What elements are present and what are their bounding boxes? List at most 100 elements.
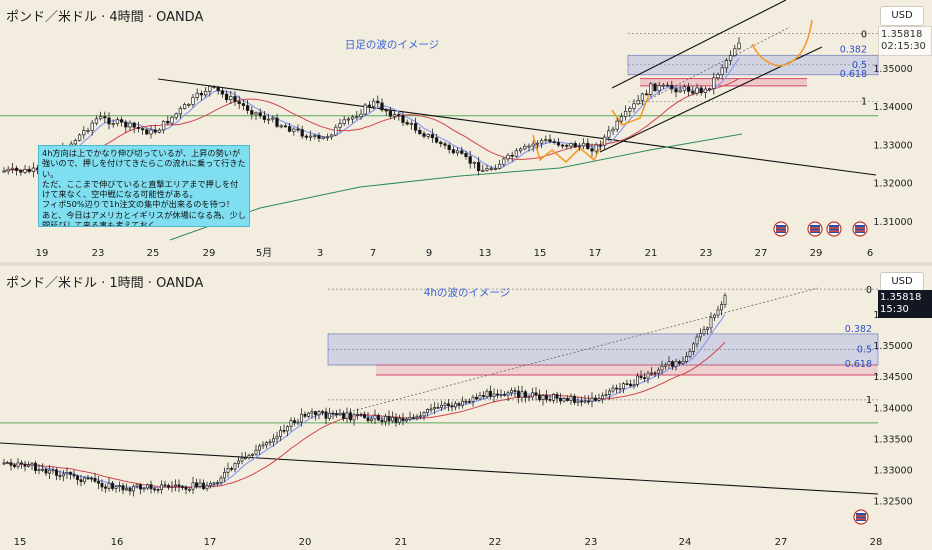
candle-4h-candle-112 — [472, 161, 477, 164]
candle-1h-candle-156 — [548, 398, 552, 401]
candle-4h-candle-155 — [653, 83, 657, 92]
y-tick-4h-1: 1.34000 — [873, 102, 912, 113]
candle-4h-candle-117 — [493, 168, 498, 170]
candle-1h-candle-38 — [135, 484, 139, 487]
candle-4h-candle-3 — [14, 167, 19, 171]
candle-1h-candle-124 — [436, 407, 440, 409]
candle-4h-candle-124 — [523, 145, 527, 150]
candle-4h-candle-113 — [476, 161, 481, 172]
candle-1h-candle-54 — [191, 482, 195, 490]
candle-4h-candle-149 — [628, 108, 632, 112]
x-tick-4h-6: 7 — [370, 248, 376, 259]
candle-1h-candle-3 — [13, 464, 16, 468]
candle-1h-candle-152 — [534, 392, 538, 396]
candle-1h-candle-111 — [391, 417, 394, 422]
candle-1h-candle-159 — [559, 397, 562, 402]
candle-1h-candle-88 — [310, 411, 314, 414]
currency-button-1h[interactable]: USD — [880, 272, 924, 292]
candle-1h-candle-180 — [632, 384, 636, 387]
candle-1h-candle-115 — [405, 419, 408, 422]
x-tick-4h-12: 23 — [700, 248, 713, 259]
candle-4h-candle-115 — [485, 168, 489, 171]
candle-1h-candle-143 — [503, 394, 506, 396]
candle-4h-candle-40 — [170, 116, 174, 124]
candle-4h-candle-162 — [682, 86, 687, 91]
x-tick-4h-5: 3 — [317, 248, 323, 259]
chart-pane-4h[interactable]: 1.35000 1.34000 1.33000 1.32000 1.31000 19 23 2… — [0, 0, 932, 262]
candle-4h-candle-18 — [77, 134, 82, 141]
candle-4h-candle-21 — [90, 122, 94, 131]
candle-1h-candle-126 — [443, 403, 447, 406]
candle-1h-candle-36 — [128, 488, 132, 492]
candle-4h-candle-57 — [241, 103, 246, 106]
candle-1h-candle-132 — [464, 400, 468, 403]
fib-label-1h-4: 1 — [866, 395, 872, 406]
candle-4h-candle-27 — [115, 119, 120, 124]
fib-label-1h-1: 0.382 — [845, 324, 872, 335]
candle-1h-candle-27 — [97, 481, 100, 484]
candle-4h-candle-90 — [380, 102, 384, 111]
candle-4h-candle-156 — [657, 85, 661, 92]
wave-segment2-4h — [611, 91, 651, 126]
candle-1h-candle-155 — [545, 395, 548, 400]
candle-1h-candle-183 — [643, 377, 646, 380]
countdown-4h: 02:15:30 — [881, 41, 926, 52]
candle-1h-candle-122 — [429, 408, 433, 411]
candle-1h-candle-50 — [177, 484, 181, 487]
pane-separator[interactable] — [0, 262, 932, 266]
candle-1h-candle-17 — [62, 473, 65, 477]
candle-4h-candle-84 — [355, 116, 359, 119]
ma-slow-4h — [169, 133, 743, 241]
downtrend-line-1h — [0, 442, 879, 495]
candle-1h-candle-96 — [338, 412, 342, 416]
candle-4h-candle-166 — [699, 87, 703, 93]
candle-4h-candle-5 — [23, 168, 27, 173]
candle-4h-candle-56 — [237, 101, 241, 104]
candle-1h-candle-129 — [454, 403, 457, 408]
candle-1h-candle-1 — [6, 462, 9, 465]
candle-4h-candle-19 — [82, 130, 86, 136]
chart-pane-1h[interactable]: 1.355001.350001.345001.340001.335001.330… — [0, 266, 932, 550]
candle-1h-candle-94 — [331, 412, 335, 415]
chart-1h-canvas[interactable]: 1.355001.350001.345001.340001.335001.330… — [0, 266, 932, 550]
candle-1h-candle-87 — [307, 412, 310, 417]
candle-4h-candle-28 — [119, 119, 124, 123]
candle-4h-candle-82 — [346, 118, 351, 121]
y-tick-1h-2: 1.34500 — [873, 372, 912, 383]
candle-1h-candle-83 — [293, 420, 296, 424]
candle-4h-candle-29 — [124, 121, 128, 128]
candle-1h-candle-20 — [72, 474, 76, 477]
candle-1h-candle-68 — [240, 457, 244, 462]
candle-1h-candle-6 — [23, 463, 27, 467]
candle-1h-candle-161 — [566, 398, 569, 401]
candle-4h-candle-80 — [338, 123, 342, 128]
currency-button-4h[interactable]: USD — [880, 6, 924, 26]
candle-4h-candle-110 — [464, 153, 468, 157]
candle-4h-candle-48 — [203, 90, 208, 96]
candle-4h-candle-108 — [455, 150, 460, 154]
candle-4h-candle-77 — [325, 136, 330, 139]
candle-1h-candle-61 — [216, 482, 219, 484]
candle-4h-candle-52 — [220, 90, 225, 95]
candle-1h-candle-81 — [286, 426, 289, 432]
candle-4h-candle-59 — [250, 110, 254, 115]
candle-1h-candle-8 — [30, 462, 34, 466]
candle-1h-candle-4 — [16, 462, 20, 468]
event-flag-4h-0-blue — [776, 225, 786, 233]
candle-4h-candle-100 — [422, 133, 426, 137]
analysis-note[interactable]: 4h方向は上でかなり伸び切っているが、上昇の勢いが強いので、押しを付けてきたらこ… — [38, 145, 250, 227]
candle-4h-candle-51 — [216, 86, 220, 92]
candle-1h-candle-170 — [597, 398, 601, 401]
candle-1h-candle-93 — [328, 412, 331, 419]
candle-1h-candle-195 — [685, 356, 688, 362]
candle-1h-candle-108 — [380, 419, 384, 423]
candle-4h-candle-114 — [481, 169, 485, 172]
candle-1h-candle-171 — [601, 395, 604, 400]
candle-4h-candle-47 — [199, 92, 204, 96]
candle-1h-candle-100 — [352, 414, 356, 421]
candle-1h-candle-37 — [132, 486, 135, 492]
candle-1h-candle-45 — [160, 484, 163, 490]
candle-1h-candle-97 — [342, 412, 345, 419]
